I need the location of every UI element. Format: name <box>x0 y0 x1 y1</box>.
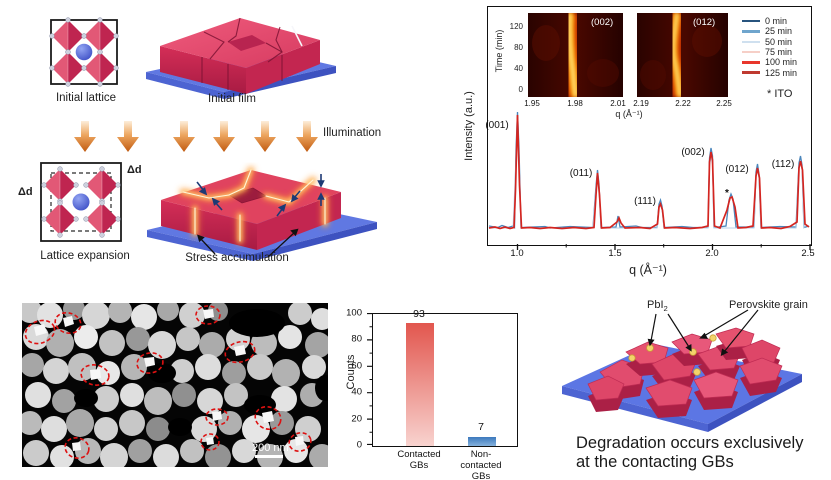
lattice-expansion-schematic <box>40 162 122 242</box>
legend-item: 125 min <box>742 67 797 78</box>
octahedra-expanded <box>41 166 121 238</box>
initial-film-label: Initial film <box>208 93 256 105</box>
inset-xtick: 2.19 <box>633 99 649 108</box>
gb-bar-chart: Counts 0 20 40 60 80 100 93 7 Contacted G… <box>336 295 520 480</box>
bar-axis-ticks <box>367 313 372 445</box>
bar-ytick-80: 80 <box>351 333 362 345</box>
bar-ytick-40: 40 <box>351 386 362 398</box>
bar-ytick-20: 20 <box>351 413 362 425</box>
illumination-arrow <box>211 121 237 153</box>
inset-ytick: 40 <box>514 64 523 73</box>
peak-label-112: (112) <box>771 159 795 170</box>
legend-line-25min <box>742 30 760 33</box>
legend-item: 25 min <box>742 26 797 36</box>
initial-lattice-schematic <box>49 17 119 87</box>
inset-xtick: 1.95 <box>524 99 540 108</box>
inset-ytick: 120 <box>509 22 523 31</box>
legend-item: 75 min <box>742 47 797 57</box>
sem-image: 200 nm <box>22 303 328 467</box>
illumination-arrow <box>115 121 141 153</box>
inset-xtick: 2.25 <box>716 99 732 108</box>
xrd-panel: Intensity (a.u.) (001) (011) (111) (002)… <box>450 0 831 285</box>
heatmap-012 <box>637 13 728 97</box>
initial-lattice-label: Initial lattice <box>55 92 117 104</box>
stress-accumulation-label: Stress accumulation <box>185 252 289 264</box>
xrd-xtick: 1.0 <box>510 248 524 259</box>
illumination-arrow <box>72 121 98 153</box>
inset-y-axis-label: Time (min) <box>494 29 504 73</box>
illumination-label: Illumination <box>323 127 382 139</box>
xrd-xtick: 1.5 <box>608 248 622 259</box>
legend-item: 100 min <box>742 57 797 67</box>
xrd-x-axis-label: q (Å⁻¹) <box>629 263 667 277</box>
legend-line-125min <box>742 71 760 74</box>
inset-ytick: 0 <box>518 85 523 94</box>
annotation-arrows <box>647 309 759 357</box>
delta-d-top-label: Δd <box>127 164 142 176</box>
peak-label-002: (002) <box>681 147 705 158</box>
delta-d-left-label: Δd <box>18 186 33 198</box>
bar-ytick-0: 0 <box>356 439 362 451</box>
original-lattice-outline <box>50 172 112 232</box>
illumination-arrow <box>294 121 320 153</box>
heatmap-002 <box>528 13 623 97</box>
octahedra <box>49 17 119 87</box>
illumination-arrow <box>252 121 278 153</box>
heatmap-012-label: (012) <box>693 17 716 28</box>
perovskite-grains <box>587 327 783 418</box>
bar-ytick-100: 100 <box>346 307 362 319</box>
film-crack <box>291 25 303 47</box>
degradation-site-circles <box>24 305 312 459</box>
sem-pores <box>74 309 328 436</box>
legend-line-75min <box>742 50 760 54</box>
inset-xtick: 1.98 <box>567 99 583 108</box>
legend-line-0min <box>742 19 760 23</box>
perovskite-grain-label: Perovskite grain <box>729 299 808 311</box>
stress-annotation-arrows <box>197 228 299 258</box>
ito-peak-star: * <box>725 188 729 199</box>
bar-value-contacted: 93 <box>413 308 425 320</box>
peak-label-012: (012) <box>725 164 749 175</box>
bar-category-non-contacted: Non-contacted GBs <box>460 449 502 480</box>
degradation-caption: Degradation occurs exclusively at the co… <box>576 434 804 472</box>
xrd-xtick: 2.5 <box>801 248 815 259</box>
illumination-arrow <box>171 121 197 153</box>
initial-film-schematic <box>146 17 336 99</box>
degradation-schematic <box>562 309 802 432</box>
sem-scalebar-label: 200 nm <box>252 442 289 454</box>
bar-value-non-contacted: 7 <box>478 421 484 433</box>
legend-line-100min <box>742 61 760 64</box>
bar-non-contacted-gbs <box>468 436 496 446</box>
grain-boundary-lines <box>201 17 284 90</box>
peak-label-011: (011) <box>569 168 593 179</box>
ito-note: * ITO <box>767 88 793 100</box>
peak-label-111: (111) <box>634 196 656 207</box>
bar-contacted-gbs <box>406 323 434 446</box>
inset-x-axis-label: q (Å⁻¹) <box>615 109 643 119</box>
xrd-xtick: 2.0 <box>705 248 719 259</box>
a-site-cation-sphere <box>72 193 90 211</box>
legend-item: 0 min <box>742 16 797 26</box>
sem-scalebar <box>255 455 283 458</box>
bar-plot-box <box>372 313 518 447</box>
lattice-expansion-label: Lattice expansion <box>40 250 130 262</box>
heatmap-002-label: (002) <box>591 17 614 28</box>
xrd-legend: 0 min 25 min 50 min 75 min 100 min 125 m… <box>742 16 797 78</box>
stressed-film-schematic <box>147 166 377 261</box>
pbi2-label: PbI2 <box>647 299 668 314</box>
legend-line-50min <box>742 40 760 43</box>
peak-label-001: (001) <box>485 120 509 131</box>
pbi2-dots <box>628 334 717 376</box>
sem-crystallites <box>34 309 304 451</box>
a-site-cation-sphere <box>75 43 93 61</box>
inset-ytick: 80 <box>514 43 523 52</box>
compression-arrows <box>196 174 325 217</box>
xrd-curves <box>488 111 811 250</box>
inset-xtick: 2.22 <box>675 99 691 108</box>
bar-category-contacted: Contacted GBs <box>397 449 441 471</box>
legend-item: 50 min <box>742 37 797 47</box>
inset-xtick: 2.01 <box>610 99 626 108</box>
bar-ytick-60: 60 <box>351 360 362 372</box>
